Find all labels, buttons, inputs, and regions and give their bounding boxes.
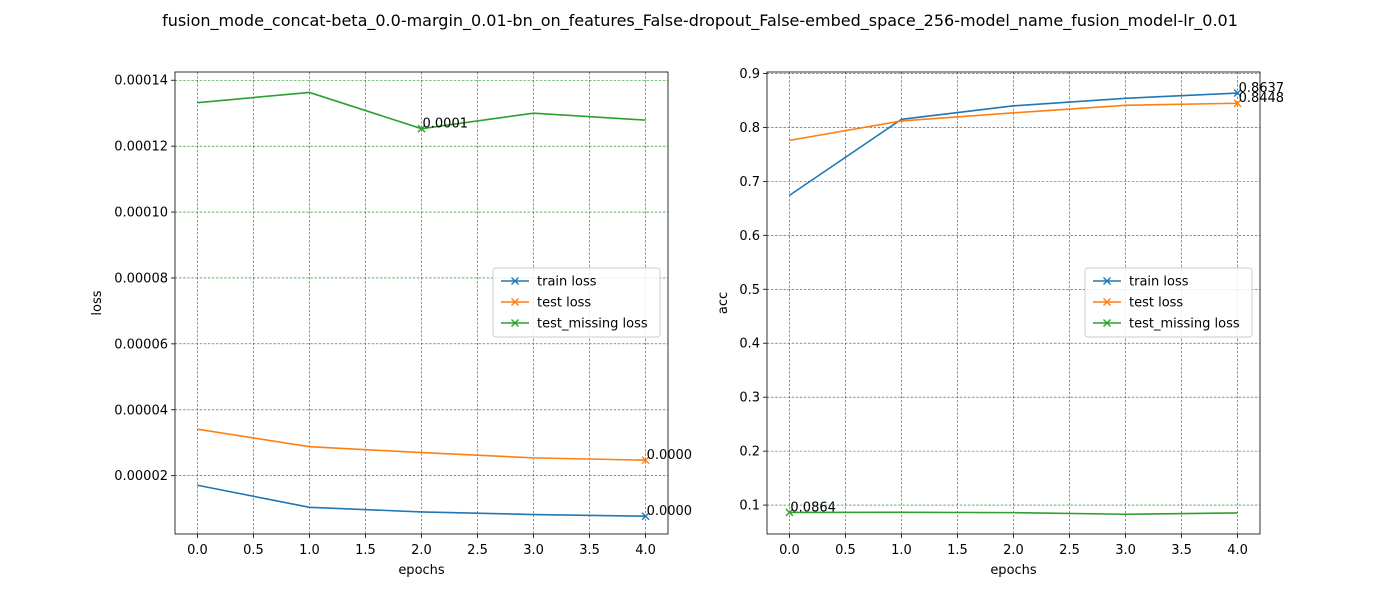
x-tick-label: 1.5 — [355, 543, 376, 558]
x-axis-label: epochs — [398, 563, 445, 578]
legend-box — [1084, 267, 1253, 338]
series-line-2 — [197, 428, 646, 461]
data-label: 0.0864 — [790, 500, 836, 515]
data-label: 0.0000 — [647, 448, 693, 463]
y-tick-label: 0.00014 — [114, 74, 168, 89]
figure-title: fusion_mode_concat-beta_0.0-margin_0.01-… — [162, 11, 1238, 31]
legend-marker — [1103, 298, 1111, 306]
x-tick-label: 0.5 — [243, 543, 264, 558]
x-tick-label: 4.0 — [635, 543, 656, 558]
y-tick-label: 0.8 — [739, 121, 760, 136]
x-tick-label: 3.0 — [523, 543, 544, 558]
data-label: 0.8637 — [1239, 81, 1285, 96]
legend-box — [492, 267, 661, 338]
x-tick-label: 2.5 — [1059, 543, 1080, 558]
x-tick-label: 4.0 — [1227, 543, 1248, 558]
series-marker-2 — [641, 456, 650, 465]
series-marker-3 — [417, 124, 426, 133]
series-line-2 — [789, 102, 1238, 142]
series-line-3 — [789, 511, 1238, 516]
y-axis-label: acc — [716, 292, 731, 314]
y-tick-label: 0.00010 — [114, 206, 168, 221]
data-label: 0.8448 — [1239, 91, 1285, 106]
x-tick-label: 0.5 — [835, 543, 856, 558]
y-tick-label: 0.00012 — [114, 140, 168, 155]
loss-subplot: 0.0 0.5 1.0 1.5 2.0 2.5 3.0 3.5 4.0 0.00002 0.0000… — [90, 71, 693, 578]
data-label: 0.0001 — [423, 117, 469, 132]
series-line-1 — [788, 92, 1238, 197]
x-tick-label: 0.0 — [779, 543, 800, 558]
x-tick-label: 2.5 — [467, 543, 488, 558]
y-tick-label: 0.00008 — [114, 271, 168, 286]
x-tick-label: 0.0 — [187, 543, 208, 558]
legend-marker — [1103, 277, 1111, 285]
y-tick-label: 0.5 — [739, 283, 760, 298]
y-tick-label: 0.4 — [739, 337, 760, 352]
y-tick-label: 0.00006 — [114, 337, 168, 352]
legend-label: train loss — [537, 275, 597, 290]
y-axis-label: loss — [90, 290, 105, 315]
y-tick-label: 0.1 — [739, 499, 760, 514]
x-tick-label: 3.0 — [1115, 543, 1136, 558]
legend-label: test loss — [537, 296, 591, 311]
data-label: 0.0000 — [647, 504, 693, 519]
series-marker-1 — [641, 512, 650, 521]
x-tick-label: 1.0 — [891, 543, 912, 558]
series-line-1 — [197, 484, 646, 518]
legend-label: test_missing loss — [537, 317, 648, 332]
legend-label: test loss — [1129, 296, 1183, 311]
accuracy-subplot: 0.0 0.5 1.0 1.5 2.0 2.5 3.0 3.5 4.0 0.1 0.2 0.3 0.4 0… — [716, 67, 1284, 578]
legend-label: train loss — [1129, 275, 1189, 290]
y-tick-label: 0.6 — [739, 229, 760, 244]
legend-marker — [511, 319, 519, 327]
series-marker-2 — [1233, 99, 1242, 108]
legend-marker — [511, 298, 519, 306]
legend-label: test_missing loss — [1129, 317, 1240, 332]
x-tick-label: 3.5 — [579, 543, 600, 558]
x-tick-label: 2.0 — [411, 543, 432, 558]
y-tick-label: 0.00002 — [114, 469, 168, 484]
legend-marker — [511, 277, 519, 285]
x-tick-label: 1.5 — [947, 543, 968, 558]
axes-frame — [766, 71, 1261, 535]
legend-marker — [1103, 319, 1111, 327]
y-tick-label: 0.2 — [739, 445, 760, 460]
y-tick-label: 0.3 — [739, 391, 760, 406]
legend: train loss test loss test_missing loss — [492, 267, 661, 338]
x-tick-label: 2.0 — [1003, 543, 1024, 558]
axes-frame — [174, 71, 669, 535]
series-marker-3 — [785, 508, 794, 517]
x-tick-label: 1.0 — [299, 543, 320, 558]
x-axis-label: epochs — [990, 563, 1037, 578]
y-tick-label: 0.9 — [739, 67, 760, 82]
y-tick-label: 0.7 — [739, 175, 760, 190]
x-tick-label: 3.5 — [1171, 543, 1192, 558]
y-tick-label: 0.00004 — [114, 403, 168, 418]
legend: train loss test loss test_missing loss — [1084, 267, 1253, 338]
series-marker-1 — [1233, 89, 1242, 98]
